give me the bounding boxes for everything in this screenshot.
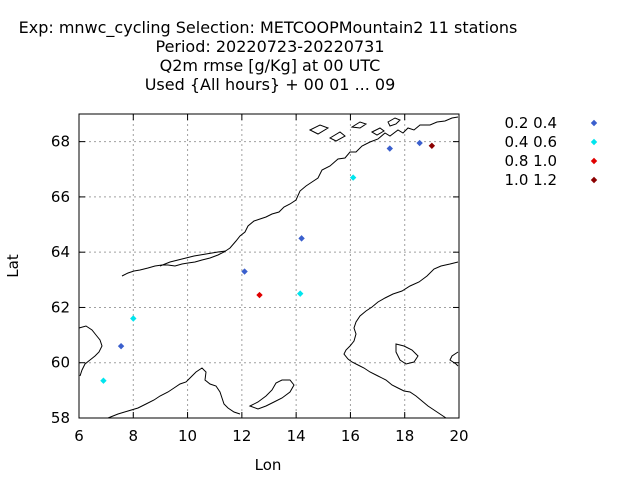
legend-marker bbox=[590, 176, 598, 184]
data-point bbox=[428, 142, 436, 149]
plot-frame bbox=[78, 113, 460, 419]
coastline-islands-north bbox=[308, 117, 401, 142]
data-points bbox=[100, 139, 436, 384]
coastline-gotland-oland bbox=[248, 379, 295, 410]
legend-marker bbox=[590, 157, 598, 165]
data-point bbox=[100, 377, 107, 384]
coastline-fjord bbox=[159, 250, 227, 267]
data-point bbox=[117, 342, 125, 350]
y-tick-label: 64 bbox=[51, 243, 70, 261]
x-tick-label: 20 bbox=[449, 427, 468, 445]
x-tick-label: 14 bbox=[287, 427, 306, 445]
data-point bbox=[297, 290, 304, 297]
chart-title: Exp: mnwc_cycling Selection: METCOOPMoun… bbox=[19, 18, 518, 94]
y-tick-label: 62 bbox=[51, 298, 70, 316]
data-point bbox=[256, 291, 263, 299]
data-point bbox=[349, 174, 357, 181]
legend-label: 0.2 0.4 bbox=[505, 114, 557, 132]
x-tick-label: 10 bbox=[178, 427, 197, 445]
chart-title-line: Used {All hours} + 00 01 ... 09 bbox=[145, 75, 396, 94]
chart-title-line: Q2m rmse [g/Kg] at 00 UTC bbox=[160, 56, 381, 75]
y-tick-label: 60 bbox=[51, 354, 70, 372]
legend: 0.2 0.40.4 0.60.8 1.01.0 1.2 bbox=[505, 114, 598, 189]
data-point bbox=[416, 139, 423, 147]
legend-marker bbox=[590, 138, 598, 146]
coastline-lake bbox=[395, 343, 419, 365]
y-axis-label: Lat bbox=[4, 254, 22, 278]
x-tick-label: 6 bbox=[74, 427, 84, 445]
x-tick-label: 8 bbox=[129, 427, 139, 445]
legend-label: 1.0 1.2 bbox=[505, 171, 557, 189]
coastline-south bbox=[107, 367, 241, 419]
data-point bbox=[298, 235, 305, 242]
grid bbox=[79, 114, 459, 418]
legend-label: 0.8 1.0 bbox=[505, 152, 557, 170]
coastline-map bbox=[78, 116, 459, 419]
coastline-norway-north bbox=[121, 116, 459, 277]
x-axis-label: Lon bbox=[255, 456, 282, 474]
data-point bbox=[130, 315, 137, 322]
data-point bbox=[386, 145, 393, 152]
x-tick-label: 18 bbox=[395, 427, 414, 445]
coastline-sweden-east bbox=[343, 261, 459, 419]
plot-background bbox=[79, 114, 459, 418]
x-tick-label: 12 bbox=[232, 427, 251, 445]
chart-title-line: Period: 20220723-20220731 bbox=[155, 37, 384, 56]
y-tick-label: 68 bbox=[51, 133, 70, 151]
coastline-southwest bbox=[78, 325, 103, 377]
x-tick-label: 16 bbox=[341, 427, 360, 445]
chart-title-line: Exp: mnwc_cycling Selection: METCOOPMoun… bbox=[19, 18, 518, 38]
legend-label: 0.4 0.6 bbox=[505, 133, 557, 151]
legend-marker bbox=[590, 119, 598, 127]
y-tick-label: 58 bbox=[51, 409, 70, 427]
coastline-east-edge bbox=[449, 351, 459, 367]
y-tick-label: 66 bbox=[51, 188, 70, 206]
data-point bbox=[241, 268, 248, 275]
